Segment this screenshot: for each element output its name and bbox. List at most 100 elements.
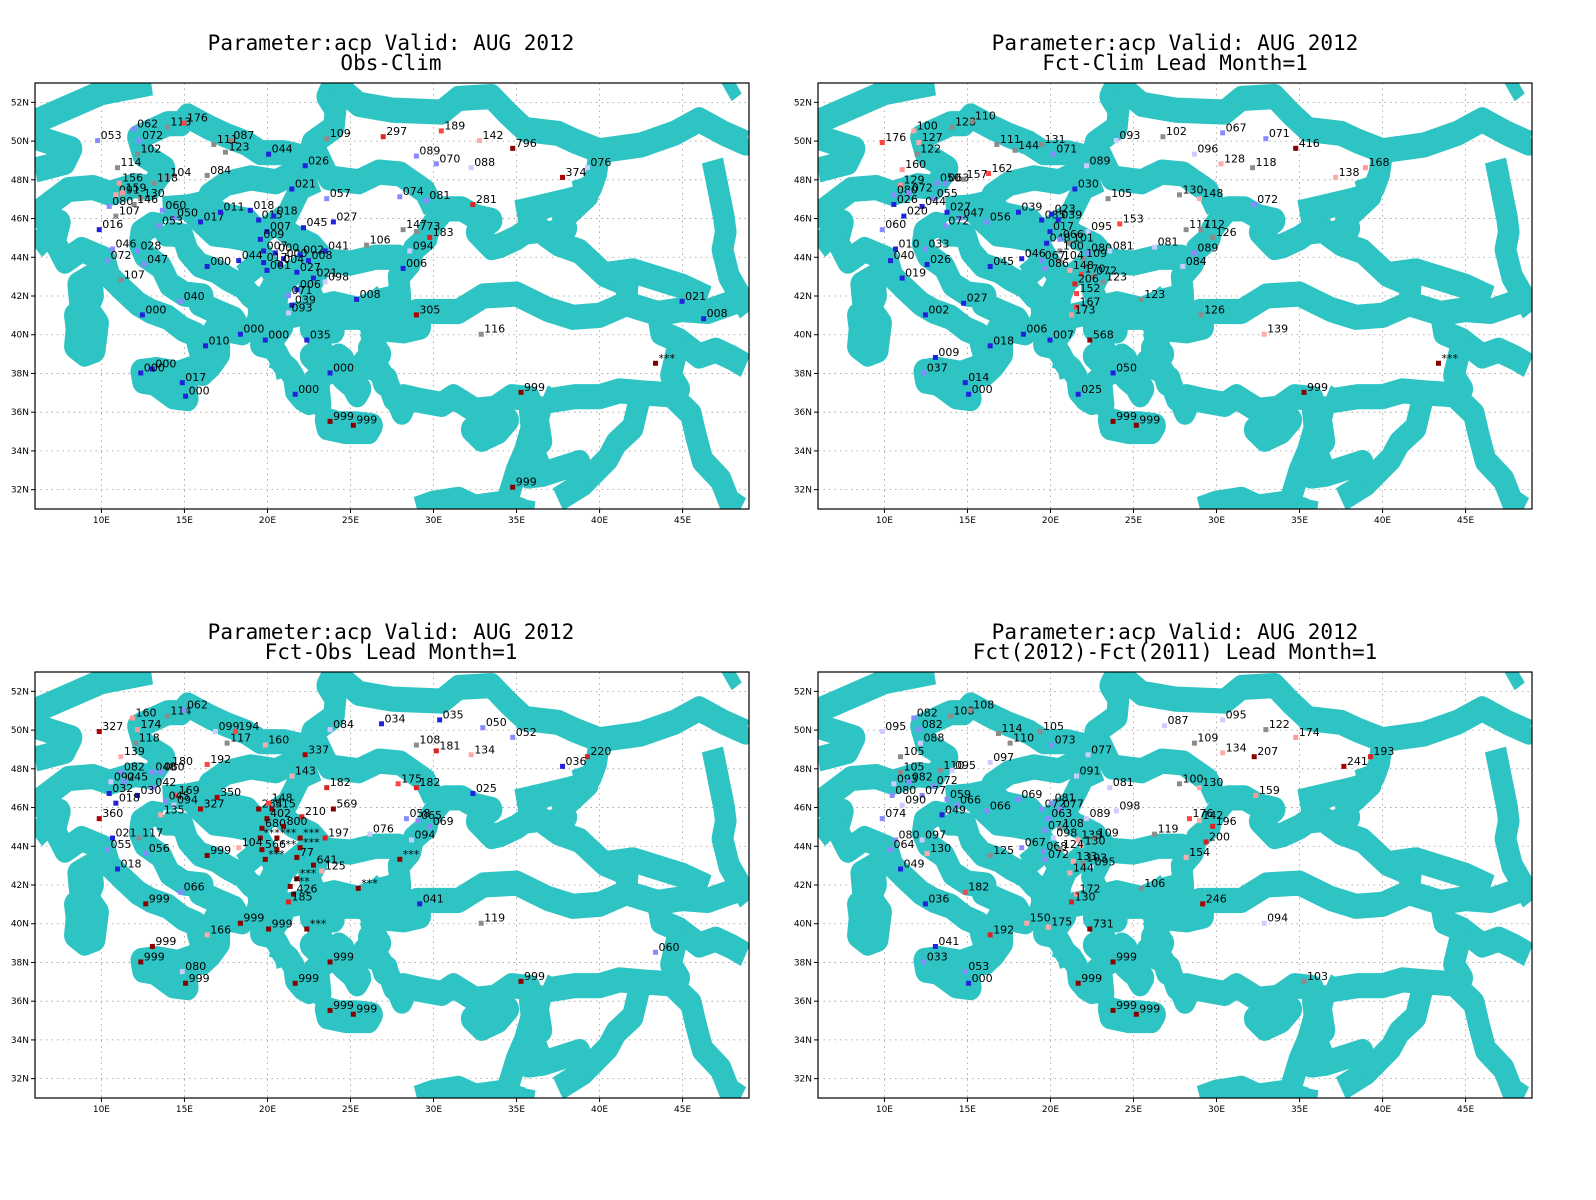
station-dot bbox=[131, 201, 137, 207]
station-dot bbox=[261, 248, 267, 254]
station-value-label: 026 bbox=[308, 154, 329, 167]
station-dot bbox=[994, 141, 1000, 147]
x-tick-label: 25E bbox=[1125, 516, 1142, 526]
station-value-label: 107 bbox=[119, 205, 140, 218]
station-value-label: 021 bbox=[295, 178, 316, 191]
station-dot bbox=[330, 219, 336, 225]
station-value-label: 098 bbox=[1119, 799, 1140, 812]
station-value-label: 036 bbox=[928, 892, 949, 905]
x-tick-label: 25E bbox=[342, 1105, 359, 1115]
station-dot bbox=[966, 980, 972, 986]
station-marker: 139 bbox=[1261, 323, 1288, 337]
station-marker: 087 bbox=[227, 129, 254, 144]
station-dot bbox=[1049, 211, 1055, 217]
station-dot bbox=[898, 769, 904, 775]
station-value-label: 119 bbox=[1158, 823, 1179, 836]
station-marker: 019 bbox=[899, 267, 926, 281]
y-tick-label: 38N bbox=[794, 369, 812, 379]
station-marker: 077 bbox=[1057, 797, 1084, 812]
station-value-label: 124 bbox=[1063, 838, 1084, 851]
station-value-label: 017 bbox=[185, 371, 206, 384]
station-marker: 095 bbox=[1220, 708, 1247, 723]
station-marker: 999 bbox=[350, 414, 377, 428]
station-value-label: 170 bbox=[1085, 263, 1106, 276]
station-dot bbox=[891, 201, 897, 207]
x-tick-label: 20E bbox=[1042, 1105, 1059, 1115]
station-value-label: 046 bbox=[1025, 247, 1046, 260]
station-marker: 072 bbox=[931, 774, 958, 789]
station-dot bbox=[143, 851, 149, 857]
station-dot bbox=[1087, 337, 1093, 343]
station-marker: 101 bbox=[1067, 232, 1094, 246]
station-dot bbox=[1057, 806, 1063, 812]
station-marker: 084 bbox=[1180, 255, 1207, 269]
y-tick-label: 40N bbox=[11, 920, 29, 930]
x-tick-label: 35E bbox=[508, 1105, 525, 1115]
station-dot bbox=[173, 792, 179, 798]
station-marker: 999 bbox=[143, 892, 170, 907]
station-marker: *** bbox=[297, 827, 320, 841]
station-marker: 102 bbox=[1160, 125, 1187, 140]
station-marker: 126 bbox=[1210, 226, 1237, 240]
station-dot bbox=[113, 800, 119, 806]
station-value-label: 094 bbox=[1267, 912, 1288, 925]
station-value-label: 305 bbox=[419, 303, 440, 316]
station-dot bbox=[171, 802, 177, 808]
station-dot bbox=[962, 889, 968, 895]
station-dot bbox=[1039, 141, 1045, 147]
station-dot bbox=[354, 296, 360, 302]
station-dot bbox=[931, 783, 937, 789]
station-marker: 416 bbox=[1293, 137, 1320, 151]
station-value-label: 146 bbox=[137, 193, 158, 206]
station-value-label: 374 bbox=[566, 166, 587, 179]
y-tick-label: 52N bbox=[11, 98, 29, 108]
y-tick-label: 40N bbox=[794, 920, 812, 930]
station-value-label: 129 bbox=[904, 174, 925, 187]
station-dot bbox=[274, 847, 280, 853]
x-tick-label: 10E bbox=[876, 1105, 893, 1115]
station-value-label: 118 bbox=[157, 172, 178, 185]
station-dot bbox=[261, 260, 267, 266]
x-tick-label: 20E bbox=[1042, 516, 1059, 526]
station-dot bbox=[134, 248, 140, 254]
station-marker: 183 bbox=[427, 226, 454, 240]
station-value-label: 160 bbox=[268, 734, 289, 747]
station-marker: 999 bbox=[327, 999, 354, 1013]
station-marker: 072 bbox=[906, 181, 933, 196]
station-value-label: 131 bbox=[1045, 133, 1066, 146]
station-value-label: 074 bbox=[1048, 819, 1069, 832]
station-marker: 017 bbox=[261, 251, 288, 266]
station-dot bbox=[966, 391, 972, 397]
station-dot bbox=[237, 331, 243, 337]
station-marker: 042 bbox=[149, 776, 176, 791]
station-marker: 009 bbox=[932, 346, 959, 360]
station-marker: *** bbox=[653, 352, 676, 366]
station-dot bbox=[281, 256, 287, 262]
station-value-label: 090 bbox=[905, 794, 926, 807]
station-marker: 072 bbox=[1251, 193, 1278, 207]
station-dot bbox=[891, 781, 897, 787]
station-dot bbox=[1293, 734, 1299, 740]
station-value-label: 117 bbox=[230, 732, 251, 745]
station-value-label: 999 bbox=[333, 999, 354, 1012]
station-marker: 021 bbox=[679, 290, 706, 304]
station-value-label: 185 bbox=[292, 890, 313, 903]
station-dot bbox=[1220, 130, 1226, 136]
station-dot bbox=[286, 293, 292, 298]
station-value-label: 000 bbox=[278, 241, 299, 254]
station-marker: 080 bbox=[891, 183, 918, 198]
station-dot bbox=[1075, 980, 1081, 986]
station-marker: 006 bbox=[294, 278, 321, 293]
station-marker: 108 bbox=[967, 699, 994, 713]
station-dot bbox=[136, 138, 142, 144]
y-tick-label: 34N bbox=[11, 447, 29, 457]
station-value-label: 210 bbox=[305, 805, 326, 818]
station-dot bbox=[1042, 856, 1048, 862]
station-dot bbox=[292, 980, 298, 986]
station-dot bbox=[1088, 864, 1094, 870]
station-marker: 150 bbox=[1024, 912, 1051, 926]
station-marker: 028 bbox=[134, 239, 161, 254]
station-marker: 081 bbox=[1107, 776, 1134, 791]
station-marker: 050 bbox=[171, 207, 198, 221]
